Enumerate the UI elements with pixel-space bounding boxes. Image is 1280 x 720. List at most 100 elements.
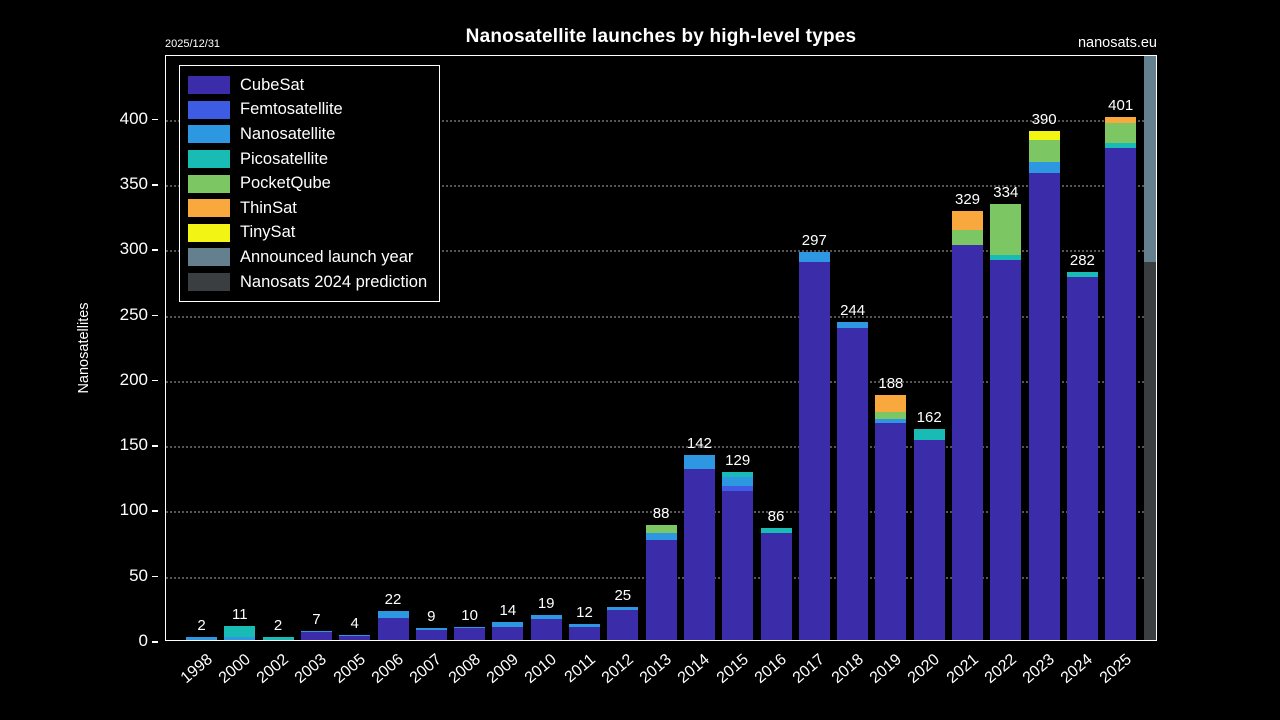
- bar-value-label-2019: 188: [878, 374, 904, 392]
- bar-segment-cubesat: [1105, 147, 1137, 640]
- bar-value-label-2017: 297: [801, 232, 827, 250]
- bar-segment-cubesat: [683, 469, 715, 640]
- bar-segment-nanosatellite: [186, 637, 217, 640]
- bar-value-label-2008: 10: [461, 606, 478, 624]
- bar-value-label-2011: 12: [576, 604, 593, 622]
- bar-segment-nanosatellite: [837, 321, 869, 329]
- legend-swatch-tinysat: [188, 223, 230, 242]
- legend-label: Nanosatellite: [240, 124, 336, 143]
- bar-segment-cubesat: [339, 636, 371, 640]
- bar-segment-cubesat: [645, 539, 677, 640]
- bar-segment-picosatellite: [990, 255, 1022, 261]
- bar-segment-cubesat: [569, 626, 600, 640]
- plot-area: CubeSat Femtosatellite Nanosatellite Picosa…: [165, 55, 1157, 641]
- legend-label: TinySat: [240, 223, 296, 242]
- watermark-link[interactable]: nanosats.eu: [1077, 35, 1157, 51]
- bar-2002: [262, 637, 294, 640]
- bar-2025: [1105, 116, 1137, 640]
- legend-swatch-nanosatellite: [188, 125, 230, 144]
- bar-segment-nanosatellite: [339, 634, 371, 637]
- bar-1998: [186, 637, 217, 640]
- gridline-100: [166, 511, 1156, 514]
- bar-segment-cubesat: [530, 619, 562, 640]
- bar-2018: [837, 321, 869, 640]
- bar-segment-nanosatellite: [798, 252, 830, 262]
- y-tick-mark: [152, 575, 158, 578]
- legend-label: Picosatellite: [240, 149, 329, 168]
- legend-item-femtosatellite: Femtosatellite: [188, 98, 427, 123]
- bar-2019: [875, 394, 907, 640]
- bar-segment-picosatellite: [1066, 271, 1098, 278]
- bar-value-label-2015: 129: [725, 451, 751, 469]
- bar-value-label-2000: 11: [232, 605, 248, 623]
- gridline-200: [166, 380, 1156, 383]
- bar-segment-nanosatellite: [492, 621, 524, 627]
- bar-segment-nanosats-2024-prediction: [1143, 261, 1156, 640]
- legend-item-cubesat: CubeSat: [188, 73, 427, 98]
- bar-segment-cubesat: [492, 626, 524, 640]
- bar-segment-nanosatellite: [300, 630, 332, 633]
- bar-value-label-2006: 22: [384, 591, 402, 609]
- bar-segment-pocketqube: [1105, 123, 1137, 143]
- y-tick-mark: [152, 445, 158, 447]
- bar-segment-nanosatellite: [377, 611, 409, 618]
- bar-2012: [607, 607, 639, 640]
- bar-value-label-2007: 9: [427, 608, 436, 626]
- y-tick-label-350: 350: [119, 174, 148, 194]
- bar-value-label-2002: 2: [273, 617, 283, 635]
- bar-segment-cubesat: [415, 629, 447, 640]
- bar-segment-picosatellite: [722, 471, 754, 477]
- bar-value-label-2022: 334: [993, 184, 1019, 202]
- y-tick-mark: [152, 118, 158, 121]
- bar-2016: [760, 527, 792, 640]
- bar-2013: [645, 525, 677, 640]
- bar-segment-cubesat: [798, 261, 830, 640]
- bar-segment-pocketqube: [1028, 140, 1060, 163]
- y-axis: 0 50 100 150 200 250 300 350 400: [0, 55, 158, 650]
- bar-segment-nanosatellite: [1028, 162, 1060, 173]
- bar-segment-cubesat: [990, 260, 1022, 640]
- y-tick-label-50: 50: [129, 565, 148, 585]
- bar-segment-cubesat: [300, 632, 332, 640]
- bar-segment-cubesat: [377, 617, 409, 640]
- legend-label: CubeSat: [240, 75, 305, 94]
- bar-segment-cubesat: [913, 440, 945, 640]
- legend-label: Announced launch year: [240, 247, 414, 266]
- gridline-350: [166, 185, 1156, 188]
- legend-item-announced-launch-year: Announced launch year: [188, 245, 427, 270]
- bar-value-label-2016: 86: [767, 507, 785, 525]
- legend-item-thinsat: ThinSat: [188, 196, 427, 221]
- bar-2005: [339, 634, 371, 640]
- bar-2007: [415, 628, 447, 640]
- bar-value-label-1998: 2: [197, 617, 206, 635]
- bar-segment-nanosatellite: [530, 615, 562, 620]
- bar-segment-nanosatellite: [722, 476, 754, 486]
- bar-value-label-2013: 88: [652, 505, 670, 523]
- bar-value-label-2003: 7: [312, 610, 321, 628]
- x-axis: 1998 2000 2002 2003 2005 2006 2007 2008 2009 2010…: [165, 641, 1215, 716]
- bar-value-label-2021: 329: [954, 190, 981, 208]
- bar-segment-nanosatellite: [454, 626, 486, 629]
- bar-segment-nanosatellite: [569, 624, 600, 627]
- y-tick-label-300: 300: [119, 239, 148, 259]
- bar-segment-cubesat: [760, 532, 792, 640]
- bar-segment-nanosatellite: [224, 637, 256, 640]
- y-axis-title: Nanosatellites: [76, 302, 92, 394]
- bar-2021: [952, 210, 983, 640]
- bar-value-label-2024: 282: [1069, 251, 1095, 269]
- bar-value-label-2023: 390: [1031, 111, 1057, 128]
- bar-value-label-2025: 401: [1108, 96, 1134, 114]
- legend-swatch-pocketqube: [188, 174, 230, 193]
- bar-segment-announced-launch-year: [1143, 56, 1156, 262]
- y-tick-mark: [152, 184, 158, 186]
- bar-segment-cubesat: [607, 609, 639, 640]
- bar-segment-pocketqube: [645, 525, 677, 533]
- bar-segment-cubesat: [837, 328, 869, 640]
- legend-item-nanosats-2024-prediction: Nanosats 2024 prediction: [188, 270, 427, 295]
- legend-label: Femtosatellite: [240, 100, 343, 119]
- bar-segment-pocketqube: [990, 204, 1022, 255]
- bar-segment-nanosatellite: [645, 533, 677, 540]
- y-tick-label-250: 250: [119, 304, 148, 324]
- bar-value-label-2012: 25: [614, 587, 632, 605]
